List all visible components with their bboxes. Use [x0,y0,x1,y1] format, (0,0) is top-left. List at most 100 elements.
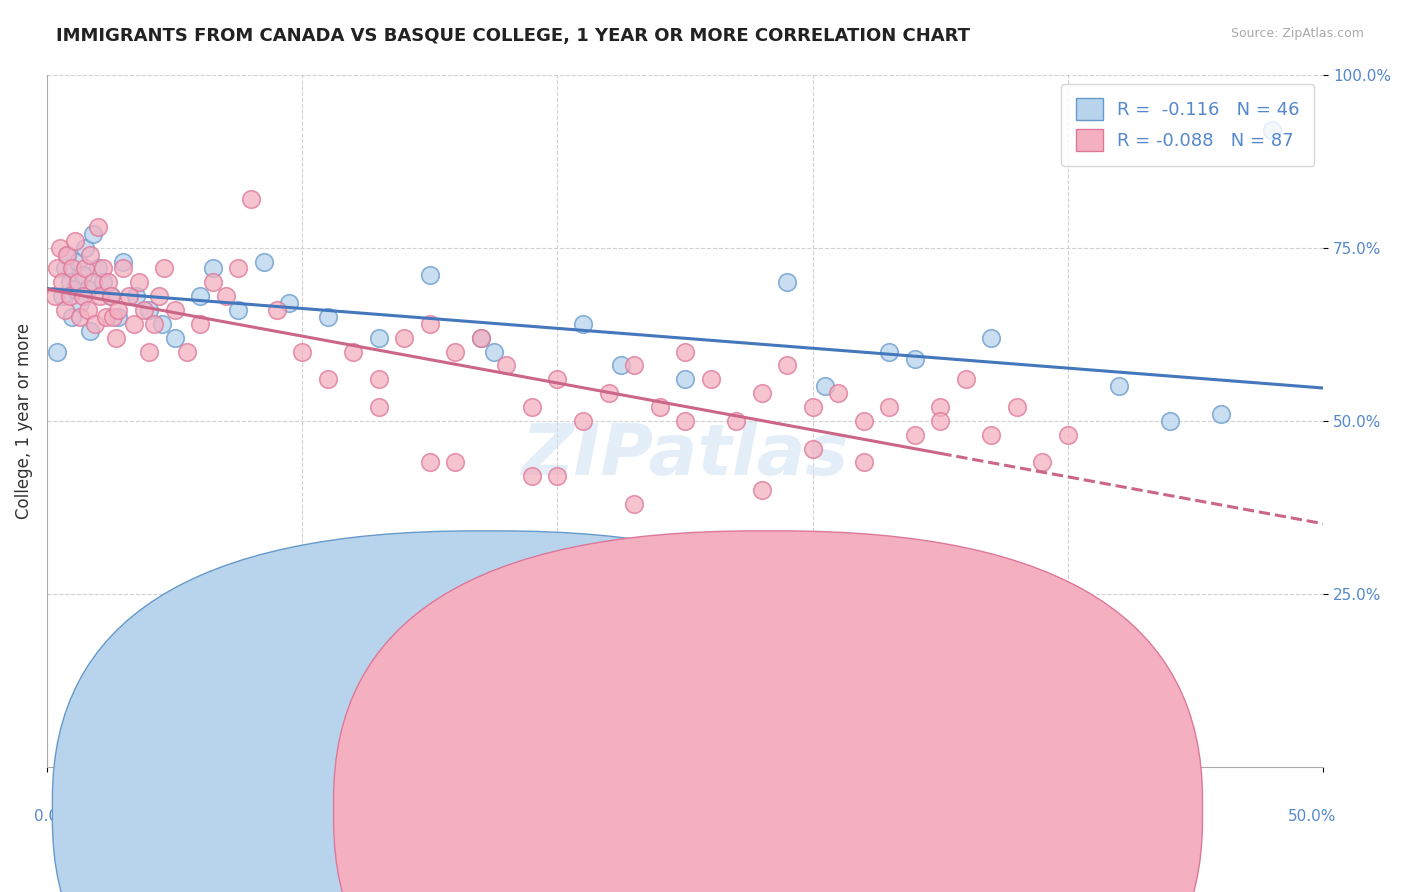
Point [610,359,633,373]
Point [520,469,543,483]
Text: ZIPatlas: ZIPatlas [522,421,849,490]
Point [904,427,927,442]
Point [76,282,98,296]
Point [278,296,301,310]
Point [648,400,671,414]
Point [125,289,148,303]
Point [776,359,799,373]
Point [66,254,89,268]
Point [228,303,250,318]
Point [87,219,110,234]
Text: Basques: Basques [792,802,856,817]
Point [138,303,160,318]
Point [97,276,120,290]
Point [91,261,114,276]
Point [214,289,236,303]
Text: 50.0%: 50.0% [1288,809,1336,824]
Point [253,254,276,268]
Point [980,427,1002,442]
Y-axis label: College, 1 year or more: College, 1 year or more [15,323,32,519]
Text: IMMIGRANTS FROM CANADA VS BASQUE COLLEGE, 1 YEAR OR MORE CORRELATION CHART: IMMIGRANTS FROM CANADA VS BASQUE COLLEGE… [56,27,970,45]
Point [980,331,1002,345]
Point [572,414,595,428]
Point [955,372,977,386]
Point [163,331,186,345]
Text: Source: ZipAtlas.com: Source: ZipAtlas.com [1230,27,1364,40]
Point [63,282,86,296]
Point [128,276,150,290]
Point [153,261,176,276]
Point [546,372,568,386]
Point [776,276,799,290]
Point [188,289,211,303]
Point [69,310,91,324]
Point [91,276,114,290]
Point [1031,455,1053,469]
Point [751,386,773,401]
Point [1057,427,1080,442]
Point [419,268,441,283]
Point [176,344,198,359]
Point [751,483,773,498]
Text: 0.0%: 0.0% [34,809,73,824]
Point [291,344,314,359]
Point [482,344,505,359]
Point [100,289,122,303]
Point [138,344,160,359]
Point [929,414,952,428]
Point [72,268,94,283]
Point [59,289,82,303]
Point [148,289,170,303]
Point [56,247,79,261]
Point [228,261,250,276]
Point [69,296,91,310]
Point [82,276,104,290]
Point [75,241,97,255]
Point [929,400,952,414]
Point [132,303,155,318]
Point [367,372,389,386]
Point [53,261,76,276]
Point [316,310,339,324]
Point [112,254,135,268]
Point [46,344,69,359]
Point [201,261,224,276]
Point [48,241,70,255]
Point [1261,123,1284,137]
Point [419,317,441,331]
Point [150,317,173,331]
Point [673,414,696,428]
Point [107,310,129,324]
Point [66,276,89,290]
Point [63,234,86,248]
Point [51,289,73,303]
Point [72,289,94,303]
Point [316,372,339,386]
Point [163,303,186,318]
Point [56,247,79,261]
Point [117,289,139,303]
Point [470,331,492,345]
Point [1108,379,1130,393]
Point [623,497,645,511]
Point [572,317,595,331]
Point [520,400,543,414]
Point [801,442,824,456]
Point [852,414,875,428]
Point [82,227,104,241]
Point [104,331,127,345]
Point [51,276,73,290]
Point [470,331,492,345]
Legend: R =  -0.116   N = 46, R = -0.088   N = 87: R = -0.116 N = 46, R = -0.088 N = 87 [1062,84,1315,166]
Point [598,622,620,636]
Point [53,303,76,318]
Point [89,289,111,303]
Point [201,276,224,290]
Point [79,247,101,261]
Point [87,261,110,276]
Point [100,289,122,303]
Point [1159,414,1181,428]
Point [699,372,721,386]
Point [62,310,84,324]
Point [942,580,965,594]
